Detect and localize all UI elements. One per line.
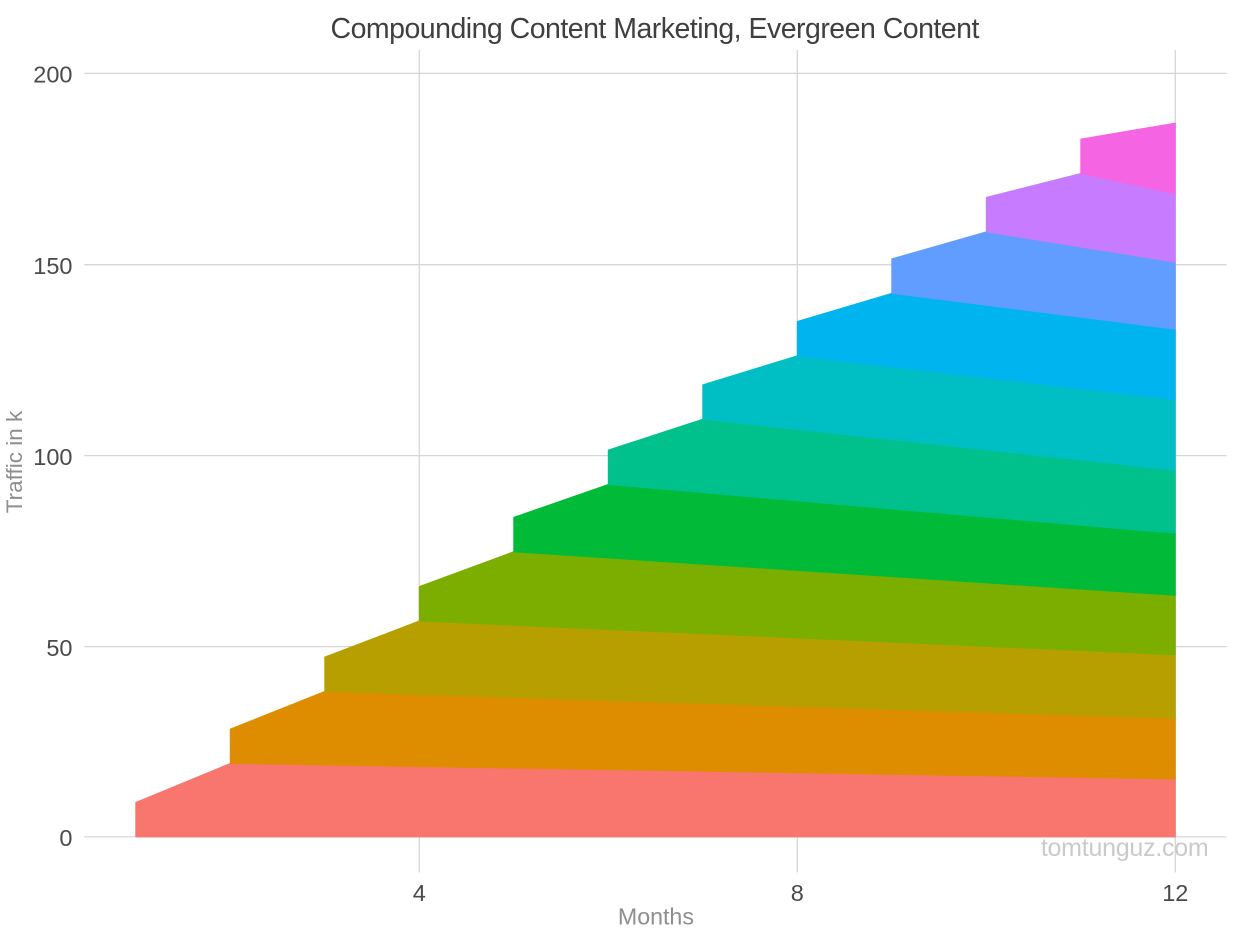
svg-text:Months: Months — [618, 904, 694, 930]
svg-text:200: 200 — [33, 62, 72, 88]
svg-text:100: 100 — [33, 444, 72, 470]
svg-text:tomtunguz.com: tomtunguz.com — [1041, 834, 1209, 862]
svg-text:Compounding Content Marketing,: Compounding Content Marketing, Evergreen… — [331, 13, 980, 45]
svg-text:8: 8 — [791, 880, 804, 906]
svg-text:4: 4 — [413, 880, 426, 906]
svg-text:50: 50 — [46, 635, 72, 661]
svg-text:Traffic in k: Traffic in k — [2, 410, 27, 513]
svg-text:0: 0 — [59, 825, 72, 851]
svg-text:150: 150 — [33, 253, 72, 279]
svg-text:12: 12 — [1162, 880, 1188, 906]
